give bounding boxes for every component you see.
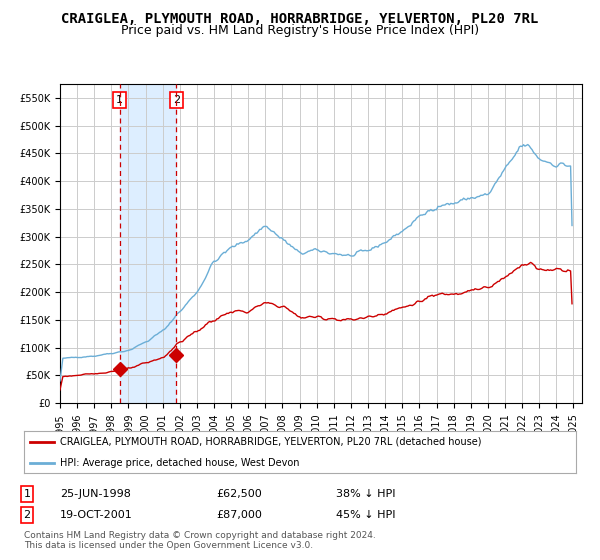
Text: 1: 1	[23, 489, 31, 499]
Text: 2: 2	[173, 95, 180, 105]
Text: £87,000: £87,000	[216, 510, 262, 520]
Text: £62,500: £62,500	[216, 489, 262, 499]
Text: HPI: Average price, detached house, West Devon: HPI: Average price, detached house, West…	[60, 458, 299, 468]
Text: CRAIGLEA, PLYMOUTH ROAD, HORRABRIDGE, YELVERTON, PL20 7RL (detached house): CRAIGLEA, PLYMOUTH ROAD, HORRABRIDGE, YE…	[60, 437, 481, 447]
Text: 45% ↓ HPI: 45% ↓ HPI	[336, 510, 395, 520]
Text: 38% ↓ HPI: 38% ↓ HPI	[336, 489, 395, 499]
Text: 25-JUN-1998: 25-JUN-1998	[60, 489, 131, 499]
Bar	[120, 84, 176, 403]
Text: 2: 2	[23, 510, 31, 520]
Text: CRAIGLEA, PLYMOUTH ROAD, HORRABRIDGE, YELVERTON, PL20 7RL: CRAIGLEA, PLYMOUTH ROAD, HORRABRIDGE, YE…	[61, 12, 539, 26]
Text: 1: 1	[116, 95, 123, 105]
Text: Contains HM Land Registry data © Crown copyright and database right 2024.
This d: Contains HM Land Registry data © Crown c…	[24, 530, 376, 550]
Text: 19-OCT-2001: 19-OCT-2001	[60, 510, 133, 520]
Text: Price paid vs. HM Land Registry's House Price Index (HPI): Price paid vs. HM Land Registry's House …	[121, 24, 479, 37]
